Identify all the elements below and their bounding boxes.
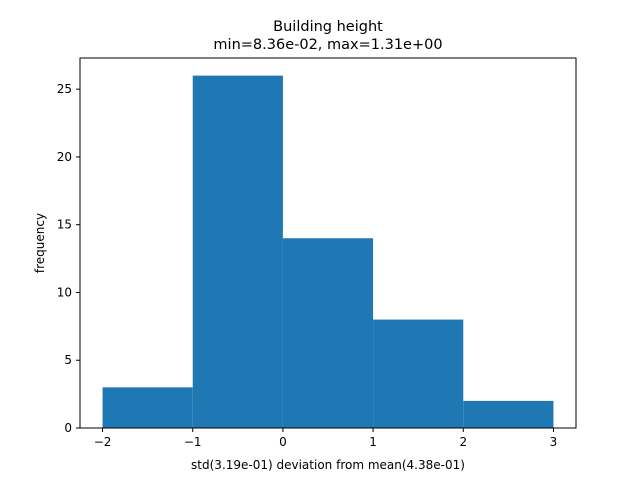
y-tick-label-5: 25 <box>57 82 72 96</box>
histogram-bar-0 <box>102 387 193 428</box>
y-tick-label-4: 20 <box>57 150 72 164</box>
x-axis-label: std(3.19e-01) deviation from mean(4.38e-… <box>191 458 465 472</box>
y-tick-label-3: 15 <box>57 218 72 232</box>
x-tick-label-3: 1 <box>369 435 377 449</box>
y-tick-label-0: 0 <box>64 421 72 435</box>
histogram-bar-4 <box>463 400 554 428</box>
chart-title: Building height <box>273 19 383 35</box>
x-tick-label-0: −2 <box>94 435 112 449</box>
y-axis-ticks: 0 5 10 15 20 25 <box>57 82 80 435</box>
y-tick-label-2: 10 <box>57 285 72 299</box>
plot-frame <box>79 57 577 429</box>
x-tick-label-1: −1 <box>184 435 202 449</box>
y-tick-label-1: 5 <box>64 353 72 367</box>
histogram-bar-2 <box>282 238 374 428</box>
x-tick-label-4: 2 <box>459 435 467 449</box>
y-axis-label: frequency <box>33 213 47 273</box>
x-axis-ticks: −2 −1 0 1 2 3 <box>94 428 558 449</box>
bars-group <box>102 75 554 428</box>
histogram-bar-3 <box>373 319 464 428</box>
chart-subtitle: min=8.36e-02, max=1.31e+00 <box>213 37 442 53</box>
x-tick-label-5: 3 <box>550 435 558 449</box>
histogram-bar-1 <box>192 75 283 428</box>
x-tick-label-2: 0 <box>279 435 287 449</box>
